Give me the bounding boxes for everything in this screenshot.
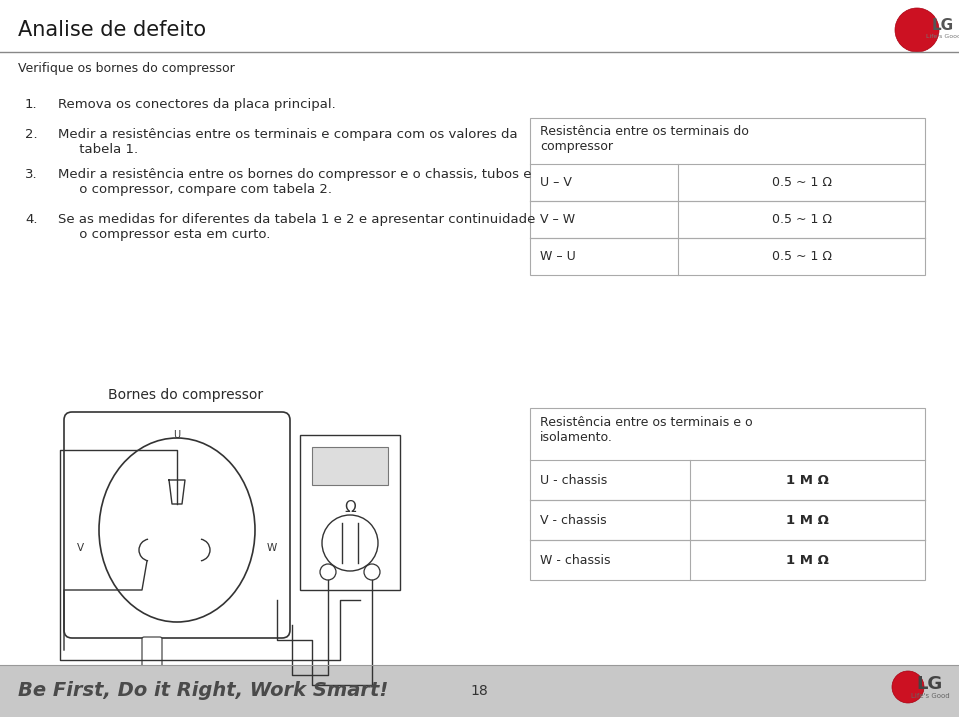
Text: 18: 18	[470, 684, 488, 698]
Text: 0.5 ~ 1 Ω: 0.5 ~ 1 Ω	[771, 213, 831, 226]
Text: V – W: V – W	[540, 213, 575, 226]
Text: V: V	[77, 543, 84, 553]
Text: Medir a resistência entre os bornes do compressor e o chassis, tubos e
     o co: Medir a resistência entre os bornes do c…	[58, 168, 531, 196]
Text: 1.: 1.	[25, 98, 37, 111]
Text: Se as medidas for diferentes da tabela 1 e 2 e apresentar continuidade
     o co: Se as medidas for diferentes da tabela 1…	[58, 213, 535, 241]
Text: 3.: 3.	[25, 168, 37, 181]
Text: Bornes do compressor: Bornes do compressor	[108, 388, 263, 402]
Text: 1 M Ω: 1 M Ω	[786, 473, 829, 487]
FancyBboxPatch shape	[142, 637, 162, 671]
Text: Be First, Do it Right, Work Smart!: Be First, Do it Right, Work Smart!	[18, 681, 388, 701]
FancyBboxPatch shape	[530, 118, 925, 275]
Text: U – V: U – V	[540, 176, 572, 189]
Text: Resistência entre os terminais e o
isolamento.: Resistência entre os terminais e o isola…	[540, 416, 753, 444]
Bar	[300, 435, 400, 590]
Text: Life's Good: Life's Good	[911, 693, 949, 699]
Text: U - chassis: U - chassis	[540, 473, 607, 487]
Text: Remova os conectores da placa principal.: Remova os conectores da placa principal.	[58, 98, 336, 111]
FancyBboxPatch shape	[530, 408, 925, 580]
Text: W – U: W – U	[540, 250, 575, 263]
Text: 1 M Ω: 1 M Ω	[786, 554, 829, 566]
Text: 1 M Ω: 1 M Ω	[786, 513, 829, 526]
Text: W - chassis: W - chassis	[540, 554, 611, 566]
Text: LG: LG	[932, 17, 954, 32]
Text: Ω: Ω	[344, 500, 356, 515]
Text: Verifique os bornes do compressor: Verifique os bornes do compressor	[18, 62, 235, 75]
Text: 0.5 ~ 1 Ω: 0.5 ~ 1 Ω	[771, 250, 831, 263]
FancyBboxPatch shape	[64, 412, 290, 638]
Text: LG: LG	[917, 675, 943, 693]
Text: Life's Good: Life's Good	[925, 34, 959, 39]
Text: V - chassis: V - chassis	[540, 513, 607, 526]
Circle shape	[892, 671, 924, 703]
Text: 2.: 2.	[25, 128, 37, 141]
Bar	[0, 665, 959, 717]
Text: Medir a resistências entre os terminais e compara com os valores da
     tabela : Medir a resistências entre os terminais …	[58, 128, 518, 156]
Text: Analise de defeito: Analise de defeito	[18, 20, 206, 40]
Text: Resistência entre os terminais do
compressor: Resistência entre os terminais do compre…	[540, 125, 749, 153]
Text: U: U	[174, 430, 180, 440]
Bar	[312, 447, 388, 485]
Text: 4.: 4.	[25, 213, 37, 226]
Text: W: W	[267, 543, 277, 553]
Circle shape	[895, 8, 939, 52]
Text: 0.5 ~ 1 Ω: 0.5 ~ 1 Ω	[771, 176, 831, 189]
